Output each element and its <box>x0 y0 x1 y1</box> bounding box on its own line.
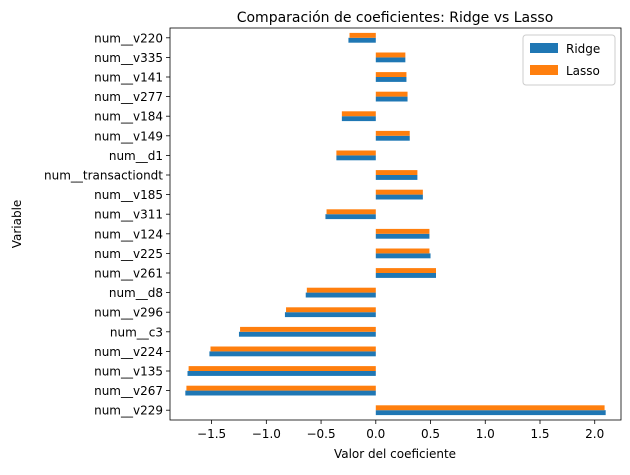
x-axis-label: Valor del coeficiente <box>334 447 456 461</box>
chart-title: Comparación de coeficientes: Ridge vs La… <box>237 10 554 26</box>
bar-lasso-num--v225 <box>375 248 430 254</box>
y-tick-label: num__v267 <box>94 384 163 398</box>
y-axis-label: Variable <box>10 200 24 249</box>
y-tick-label: num__d8 <box>109 286 163 300</box>
y-axis-ticks: num__v229 num__v267 num__v135 num__v224 num_… <box>44 31 170 418</box>
bar-lasso-num--v335 <box>375 52 406 58</box>
legend: Ridge Lasso <box>522 34 616 86</box>
legend-swatch-ridge <box>530 43 558 53</box>
bar-lasso-num--v311 <box>326 209 376 215</box>
bar-lasso-num--v149 <box>375 130 410 136</box>
y-tick-label: num__v124 <box>94 227 163 241</box>
y-tick-label: num__v296 <box>94 306 163 320</box>
bar-lasso-num--d1 <box>336 150 376 156</box>
bar-ridge-num--v229 <box>375 410 606 416</box>
y-tick-label: num__v335 <box>94 51 163 65</box>
y-tick-label: num__v141 <box>94 71 163 85</box>
bar-ridge-num--v267 <box>185 390 376 396</box>
plot-frame <box>169 27 622 421</box>
y-tick-label: num__v224 <box>94 345 163 359</box>
bar-ridge-num--v224 <box>209 351 376 357</box>
bar-lasso-num--v220 <box>349 32 376 38</box>
y-tick-label: num__v225 <box>94 247 163 261</box>
bar-lasso-num--transactiondt <box>375 170 418 175</box>
legend-label-lasso: Lasso <box>566 64 600 78</box>
x-axis-ticks: −1.5 −1.0 −0.5 0.0 0.5 1.0 1.5 2.0 <box>197 420 604 441</box>
x-tick-label: 0.5 <box>421 427 440 441</box>
bar-lasso-num--v135 <box>188 366 376 371</box>
bar-ridge-num--v149 <box>375 135 410 141</box>
bar-ridge-num--v225 <box>375 253 431 259</box>
bar-ridge-num--v135 <box>187 371 376 376</box>
bar-ridge-num--v124 <box>375 233 430 239</box>
bar-ridge-num--v311 <box>325 214 376 220</box>
bar-ridge-num--v184 <box>341 116 376 122</box>
y-tick-label: num__v149 <box>94 129 163 143</box>
bar-ridge-num--transactiondt <box>375 175 418 180</box>
bar-ridge-num--c3 <box>238 331 376 337</box>
y-tick-label: num__v185 <box>94 188 163 202</box>
bar-ridge-num--v220 <box>348 37 376 43</box>
x-tick-label: 2.0 <box>585 427 604 441</box>
bar-lasso-num--v267 <box>186 385 376 391</box>
bar-lasso-num--v296 <box>286 307 376 313</box>
x-tick-label: 1.5 <box>530 427 549 441</box>
bar-lasso-num--v229 <box>375 405 605 411</box>
legend-label-ridge: Ridge <box>566 42 600 56</box>
bar-lasso-num--d8 <box>306 287 376 293</box>
x-tick-label: −0.5 <box>306 427 335 441</box>
x-tick-label: 0.0 <box>366 427 385 441</box>
y-tick-label: num__v184 <box>94 110 163 124</box>
y-tick-label: num__d1 <box>109 149 163 163</box>
bar-lasso-num--v124 <box>375 228 430 234</box>
bar-lasso-num--v261 <box>375 268 437 273</box>
bars-group <box>185 32 606 416</box>
plot-area <box>170 28 621 420</box>
y-tick-label: num__v229 <box>94 404 163 418</box>
y-tick-label: num__v135 <box>94 365 163 379</box>
y-tick-label: num__v220 <box>94 31 163 45</box>
x-tick-label: 1.0 <box>476 427 495 441</box>
y-tick-label: num__v277 <box>94 90 163 104</box>
bar-ridge-num--v296 <box>284 312 376 318</box>
y-tick-label: num__transactiondt <box>44 169 163 183</box>
bar-lasso-num--v141 <box>375 72 407 77</box>
bar-lasso-num--v185 <box>375 189 423 195</box>
bar-ridge-num--v141 <box>375 77 407 82</box>
bar-lasso-num--v277 <box>375 91 408 97</box>
bar-ridge-num--v277 <box>375 96 408 102</box>
bar-lasso-num--v224 <box>210 346 376 352</box>
y-tick-label: num__v261 <box>94 267 163 281</box>
bar-ridge-num--v335 <box>375 57 406 63</box>
y-tick-label: num__c3 <box>110 325 163 339</box>
x-tick-label: −1.0 <box>252 427 281 441</box>
x-tick-label: −1.5 <box>197 427 226 441</box>
legend-swatch-lasso <box>530 65 558 75</box>
bar-lasso-num--v184 <box>341 111 376 117</box>
bar-ridge-num--d8 <box>305 292 376 298</box>
y-tick-label: num__v311 <box>94 208 163 222</box>
bar-ridge-num--v185 <box>375 194 423 200</box>
bar-lasso-num--c3 <box>240 326 376 332</box>
bar-ridge-num--v261 <box>375 273 437 278</box>
bar-ridge-num--d1 <box>336 155 376 161</box>
